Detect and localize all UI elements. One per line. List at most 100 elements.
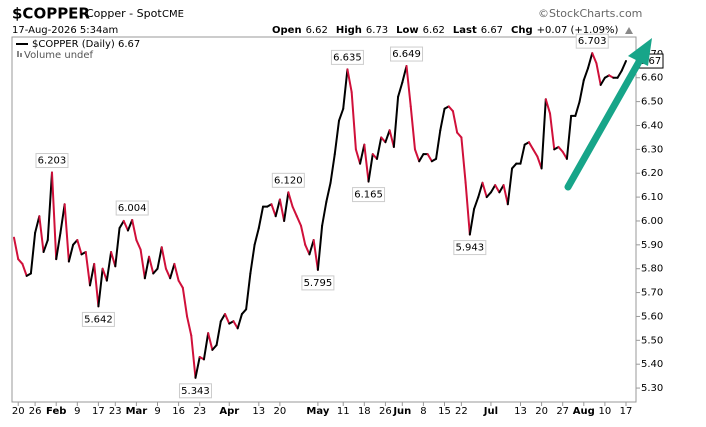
y-tick-label: 6.60 [641, 73, 663, 84]
stat-label: Chg [511, 25, 533, 36]
price-segment [481, 181, 488, 199]
price-segment [578, 79, 585, 103]
price-segment [333, 119, 340, 156]
value-label-box [575, 33, 609, 49]
value-label-box [301, 275, 335, 291]
x-tick-label: Mar [126, 406, 148, 417]
price-segment [219, 313, 227, 323]
price-segment [506, 167, 514, 206]
value-label-box [271, 172, 305, 188]
x-tick-label: 8 [420, 406, 426, 417]
annotation-arrow [564, 56, 644, 191]
price-segment [350, 91, 357, 151]
x-tick-label: 20 [535, 406, 548, 417]
legend-last: 6.67 [118, 39, 140, 50]
price-segment [67, 243, 75, 263]
price-segment [325, 181, 332, 203]
last-value-label: 6.67 [639, 56, 661, 67]
price-segment [316, 224, 324, 271]
price-segment [135, 239, 142, 251]
price-segment [169, 262, 176, 280]
price-segment [240, 308, 248, 316]
price-segment [494, 184, 501, 194]
x-tick-label: 26 [379, 406, 392, 417]
price-segment [50, 171, 58, 261]
stat-value: 6.67 [481, 25, 503, 36]
price-segment [375, 136, 383, 160]
value-label: 6.203 [38, 156, 67, 167]
price-segment [291, 205, 298, 218]
price-segment [591, 52, 598, 65]
price-segment [549, 112, 556, 151]
source: ©StockCharts.com [538, 7, 642, 20]
x-tick-label: 27 [556, 406, 569, 417]
price-segment [42, 239, 49, 253]
price-segment [439, 107, 446, 132]
price-segment [308, 239, 315, 256]
price-segment [232, 320, 239, 330]
price-segment [88, 262, 96, 287]
price-segment [397, 81, 404, 98]
price-segment [177, 279, 184, 289]
x-tick-label: 26 [29, 406, 42, 417]
value-label-box [81, 311, 115, 327]
price-segment [190, 334, 197, 379]
price-segment [249, 243, 256, 275]
value-label: 5.642 [84, 314, 113, 325]
price-segment [599, 76, 606, 86]
price-segment [329, 153, 336, 184]
price-segment [300, 224, 307, 246]
x-tick-label: 18 [358, 406, 371, 417]
price-segment [468, 208, 476, 236]
price-segment [202, 332, 210, 361]
x-tick-label: 10 [599, 406, 612, 417]
price-segment [587, 52, 594, 70]
price-segment [413, 148, 421, 163]
value-label-box [390, 46, 424, 62]
price-segment [540, 98, 547, 170]
price-segment [346, 68, 353, 94]
price-segment [502, 184, 509, 206]
price-segment [532, 148, 539, 158]
price-segment [477, 181, 484, 199]
x-tick-label: 23 [109, 406, 122, 417]
price-segment [409, 105, 416, 151]
x-tick-label: 9 [154, 406, 160, 417]
legend-name: $COPPER (Daily) [32, 39, 115, 50]
x-tick-label: 17 [620, 406, 633, 417]
price-segment [211, 344, 218, 351]
price-segment [367, 153, 374, 183]
price-segment [186, 315, 193, 337]
stat-value: 6.62 [423, 25, 445, 36]
value-label: 6.165 [354, 190, 383, 201]
stat-value: +0.07 (+1.09%) [537, 25, 619, 36]
price-segment [304, 243, 311, 256]
y-tick-label: 6.50 [641, 97, 663, 108]
price-segment [342, 68, 349, 110]
price-segment [17, 258, 24, 265]
value-label: 6.004 [118, 203, 147, 214]
price-segment [34, 215, 41, 234]
price-segment [574, 100, 581, 117]
price-segment [464, 181, 471, 236]
value-label: 5.343 [181, 386, 210, 397]
price-segment [384, 129, 391, 144]
price-segment [456, 131, 463, 139]
price-segment [194, 356, 201, 379]
volume-icon [20, 53, 22, 57]
price-segment [29, 231, 37, 275]
price-segment [519, 143, 526, 165]
price-segment [76, 239, 83, 256]
value-label: 6.635 [333, 52, 362, 63]
value-label-box [35, 153, 69, 169]
value-label-box [352, 187, 386, 203]
y-tick-label: 6.30 [641, 144, 663, 155]
price-segment [164, 267, 172, 280]
y-tick-label: 5.80 [641, 264, 663, 275]
x-tick-label: 15 [438, 406, 451, 417]
price-segment [595, 62, 602, 86]
price-segment [55, 231, 62, 261]
x-tick-label: 11 [337, 406, 350, 417]
price-segment [160, 246, 167, 270]
